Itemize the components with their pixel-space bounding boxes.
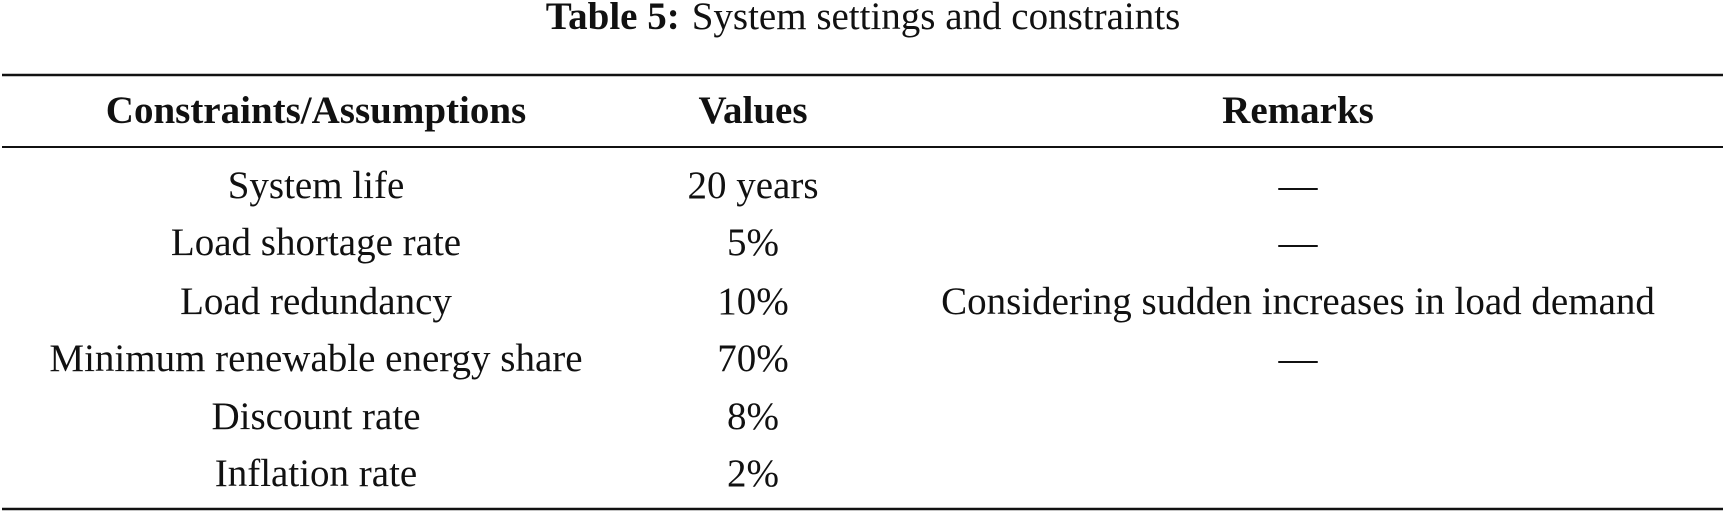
header-cell: Values xyxy=(698,89,807,132)
table-cell: Minimum renewable energy share xyxy=(49,337,582,380)
table-cell: — xyxy=(1278,164,1319,207)
header-cell: Constraints/Assumptions xyxy=(106,89,526,132)
caption: Table 5: System settings and constraints xyxy=(546,0,1181,38)
table-cell: Considering sudden increases in load dem… xyxy=(941,280,1655,323)
table-cell: Discount rate xyxy=(211,395,420,438)
caption-label: Table 5: xyxy=(546,0,680,38)
table-cell: 8% xyxy=(727,395,779,438)
table-cell: 5% xyxy=(727,221,779,264)
caption-text: System settings and constraints xyxy=(692,0,1181,38)
table-cell: 2% xyxy=(727,452,779,495)
table-cell: Load redundancy xyxy=(180,280,452,323)
table-cell: — xyxy=(1278,221,1319,264)
table-cell: 10% xyxy=(717,280,789,323)
header-cell: Remarks xyxy=(1222,89,1374,132)
table-cell: Inflation rate xyxy=(215,452,417,495)
table-cell: System life xyxy=(228,164,405,207)
table-cell: 70% xyxy=(717,337,789,380)
table-cell: Load shortage rate xyxy=(171,221,461,264)
table-cell: — xyxy=(1278,337,1319,380)
table-cell: 20 years xyxy=(687,164,818,207)
